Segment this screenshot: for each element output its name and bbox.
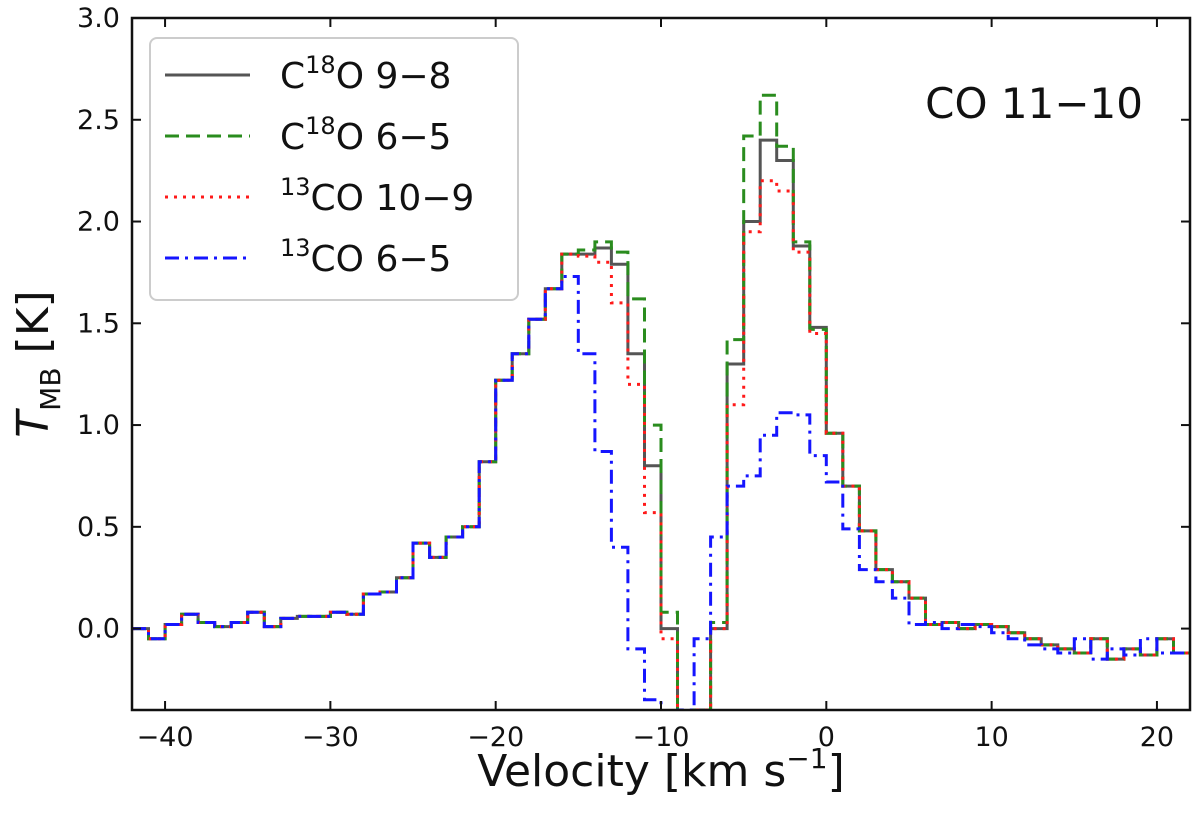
y-axis-title: TMB [K] <box>8 290 67 437</box>
y-axis-title-sub: MB <box>34 367 67 410</box>
y-tick-label: 0.5 <box>77 512 120 543</box>
legend-label-1: C18O 9−8 <box>280 51 451 97</box>
y-tick-label: 2.0 <box>77 207 120 238</box>
y-tick-label: 1.5 <box>77 308 120 339</box>
x-tick-label: 0 <box>818 722 835 753</box>
series-line-2 <box>132 93 1190 710</box>
legend: C18O 9−8 C18O 6−5 13CO 10−9 13CO 6−5 <box>149 37 519 301</box>
x-tick-label: −30 <box>302 722 359 753</box>
x-tick-label: −20 <box>467 722 524 753</box>
x-tick-label: −10 <box>633 722 690 753</box>
x-axis-title-close: ] <box>828 746 845 797</box>
chart-annotation: CO 11−10 <box>925 79 1143 128</box>
x-tick-label: −40 <box>137 722 194 753</box>
y-tick-label: 1.0 <box>77 410 120 441</box>
x-axis-title-sup: −1 <box>786 742 827 775</box>
legend-label-3: 13CO 10−9 <box>280 173 474 219</box>
legend-label-2: C18O 6−5 <box>280 112 451 158</box>
x-axis-title-main: Velocity [km s <box>477 746 786 797</box>
legend-box <box>149 37 519 301</box>
x-tick-label: 20 <box>1140 722 1174 753</box>
y-tick-label: 2.5 <box>77 105 120 136</box>
y-tick-label: 3.0 <box>77 3 120 34</box>
series-layer <box>132 93 1190 710</box>
series-line-4 <box>132 275 1190 710</box>
series-line-3 <box>132 179 1190 710</box>
legend-label-4: 13CO 6−5 <box>280 234 451 280</box>
x-axis-title: Velocity [km s−1] <box>477 742 844 797</box>
axis-ticks: −40 −30 −20 −10 0 10 20 0.0 0.5 1.0 1.5 2.0 2.5 3.0 <box>77 3 1190 753</box>
y-axis-title-main: T <box>8 408 59 438</box>
y-tick-label: 0.0 <box>77 614 120 645</box>
x-tick-label: 10 <box>974 722 1008 753</box>
y-axis-title-rest: [K] <box>8 290 59 367</box>
